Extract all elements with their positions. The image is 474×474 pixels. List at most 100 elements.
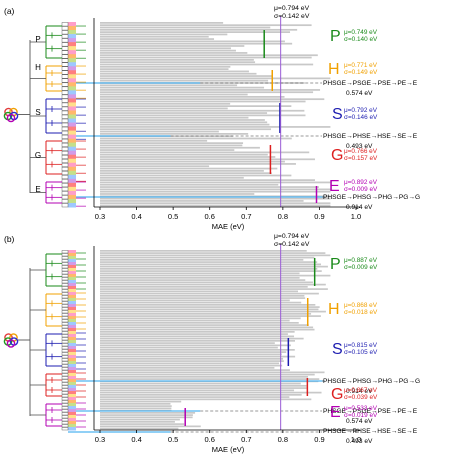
bar (100, 186, 319, 188)
label-strip-cell (68, 307, 76, 311)
label-strip-cell (68, 198, 76, 204)
leaf-box (61, 130, 69, 135)
group-letter-g: G (331, 386, 343, 403)
bar (100, 283, 326, 286)
group-mu-text: μ=0.868 eV (344, 302, 378, 309)
label-strip-cell (68, 114, 76, 120)
x-axis-title: MAE (eV) (212, 445, 245, 454)
group-mu-text: μ=0.892 eV (344, 179, 378, 186)
leaf-box (61, 355, 69, 359)
leaf-box (61, 90, 69, 95)
x-tick-label: 1.0 (351, 212, 361, 221)
bar (100, 362, 280, 365)
leaf-box (61, 358, 69, 362)
label-strip-cell (68, 166, 76, 172)
leaf-box (61, 331, 69, 335)
label-strip-cell (68, 418, 76, 422)
bar (100, 259, 304, 261)
bar (100, 250, 307, 252)
bar (100, 427, 179, 430)
label-strip-cell (68, 280, 76, 284)
bar (100, 26, 271, 29)
group-letter-g: G (331, 147, 343, 164)
group-sigma-text: σ=0.018 eV (344, 309, 378, 316)
group-mu-text: μ=0.867 eV (344, 387, 378, 394)
group-letter-e: E (329, 178, 340, 195)
label-strip-cell (68, 182, 76, 188)
label-strip-cell (68, 126, 76, 132)
highlight-mae-label: 0.574 eV (346, 418, 373, 425)
leaf-box (61, 379, 69, 383)
label-strip-cell (68, 34, 76, 39)
group-sigma-text: σ=0.157 eV (344, 155, 378, 162)
leaf-box (61, 250, 69, 254)
bar (100, 353, 282, 356)
bar (100, 89, 321, 91)
leaf-box (61, 259, 69, 263)
bar (100, 340, 296, 342)
panel-label: (a) (4, 6, 15, 16)
bar (100, 319, 290, 322)
group-sigma-text: σ=0.149 eV (344, 69, 378, 76)
bar (100, 326, 314, 329)
label-strip-cell (68, 158, 76, 164)
leaf-box (61, 376, 69, 380)
label-strip-cell (68, 154, 76, 160)
label-strip-cell (68, 26, 76, 31)
label-strip-cell (68, 421, 76, 425)
group-letter-p: P (330, 256, 341, 273)
bar (100, 412, 196, 414)
bar (100, 176, 244, 179)
leaf-box (61, 370, 69, 374)
label-strip-cell (68, 355, 76, 359)
label-strip-cell (68, 328, 76, 332)
bar (100, 344, 291, 347)
leaf-box (61, 146, 69, 151)
label-strip-cell (68, 174, 76, 180)
leaf-box (61, 367, 69, 371)
root-venn-icon (6, 339, 16, 348)
leaf-box (61, 179, 69, 184)
group-mu-text: μ=0.792 eV (344, 107, 378, 114)
leaf-box (61, 409, 69, 413)
label-strip-cell (68, 178, 76, 184)
bar (100, 183, 279, 186)
label-strip-cell (68, 186, 76, 192)
leaf-box (61, 301, 69, 305)
highlight-mae-label: 0.574 eV (346, 90, 373, 97)
bar (100, 373, 315, 376)
label-strip-cell (68, 295, 76, 299)
bar (100, 56, 312, 59)
bar (100, 313, 312, 315)
bar (100, 121, 268, 124)
bar (100, 163, 296, 165)
bar (100, 123, 270, 126)
bar (100, 61, 256, 64)
group-sigma-text: σ=0.039 eV (344, 394, 378, 401)
bar (100, 137, 292, 140)
leaf-box (61, 203, 69, 208)
leaf-box (61, 298, 69, 302)
label-strip-cell (68, 46, 76, 51)
label-strip-cell (68, 367, 76, 371)
label-strip-cell (68, 394, 76, 398)
leaf-box (61, 427, 69, 431)
bar (100, 265, 328, 268)
leaf-box (61, 167, 69, 172)
leaf-box (61, 328, 69, 332)
bar (100, 349, 295, 351)
label-strip-cell (68, 66, 76, 71)
bar (100, 165, 210, 168)
bar (100, 91, 314, 94)
bar (100, 398, 312, 401)
leaf-box (61, 400, 69, 404)
bar (100, 337, 304, 340)
label-strip-cell (68, 331, 76, 335)
label-strip-cell (68, 259, 76, 263)
leaf-box (61, 66, 69, 71)
label-strip-cell (68, 58, 76, 63)
group-mu-text: μ=0.887 eV (344, 257, 378, 264)
label-strip-cell (68, 406, 76, 410)
bar (100, 100, 306, 103)
leaf-box (61, 382, 69, 386)
